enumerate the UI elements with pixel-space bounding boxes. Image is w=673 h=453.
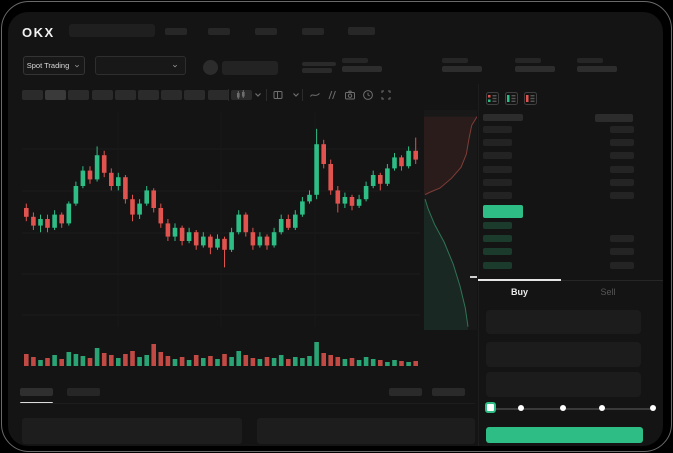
last-price-badge[interactable]	[483, 205, 523, 218]
book-split-icon[interactable]	[486, 92, 499, 105]
nav-item-placeholder[interactable]	[165, 28, 187, 35]
nav-item-placeholder[interactable]	[255, 28, 277, 35]
ticker-stat-label-placeholder	[342, 58, 368, 63]
ask-row-price-placeholder[interactable]	[483, 152, 512, 160]
ticker-stat-label-placeholder	[577, 58, 603, 63]
search-box[interactable]	[69, 24, 155, 37]
bottom-tab-placeholder[interactable]	[20, 388, 53, 396]
ask-row-amount-placeholder[interactable]	[610, 126, 634, 133]
amount-slider-track[interactable]	[490, 408, 653, 410]
bottom-content-placeholder	[257, 418, 475, 444]
tab-sell[interactable]: Sell	[600, 287, 616, 297]
timeframe-placeholder[interactable]	[161, 90, 183, 100]
slider-stop-dot[interactable]	[650, 405, 656, 411]
nav-item-placeholder[interactable]	[302, 28, 324, 35]
bottom-content-placeholder	[22, 418, 242, 444]
depth-chart[interactable]	[424, 110, 477, 330]
ticker-stat-label-placeholder	[515, 58, 541, 63]
chevron-down-icon[interactable]	[251, 88, 265, 102]
okx-logo: OKX	[22, 25, 55, 40]
avatar[interactable]	[203, 60, 218, 75]
buy-submit-button[interactable]	[486, 427, 643, 443]
toolbar-separator	[228, 89, 229, 101]
toolbar-separator	[266, 89, 267, 101]
slider-stop-dot[interactable]	[560, 405, 566, 411]
candlestick-chart[interactable]	[22, 112, 420, 368]
clock-icon[interactable]	[361, 88, 375, 102]
ask-row-price-placeholder[interactable]	[483, 126, 512, 133]
nav-item-placeholder[interactable]	[348, 27, 375, 35]
amount-slider-handle[interactable]	[485, 402, 496, 413]
ask-row-price-placeholder[interactable]	[483, 165, 512, 173]
ticker-stat-value-placeholder	[442, 66, 482, 72]
ask-row-price-placeholder[interactable]	[483, 139, 512, 147]
pair-info-placeholder	[302, 62, 336, 66]
panel-divider	[478, 84, 479, 446]
bid-row-price-placeholder[interactable]	[483, 248, 512, 256]
slider-stop-dot[interactable]	[518, 405, 524, 411]
ticker-stat-value-placeholder	[342, 66, 382, 72]
bid-row-price-placeholder[interactable]	[483, 261, 512, 269]
pair-selector-dropdown[interactable]	[95, 56, 186, 75]
timeframe-placeholder[interactable]	[138, 90, 159, 100]
ask-row-price-placeholder[interactable]	[483, 192, 512, 199]
market-type-selector[interactable]: Spot Trading	[23, 56, 85, 75]
timeframe-placeholder[interactable]	[22, 90, 43, 100]
ask-row-amount-placeholder[interactable]	[610, 139, 634, 147]
ask-row-amount-placeholder[interactable]	[610, 192, 634, 199]
fullscreen-icon[interactable]	[379, 88, 393, 102]
bid-row-amount-placeholder[interactable]	[610, 261, 634, 269]
market-type-label: Spot Trading	[26, 61, 70, 70]
bottom-action-placeholder[interactable]	[389, 388, 422, 396]
bid-row-price-placeholder[interactable]	[483, 235, 512, 243]
ticker-stat-value-placeholder	[577, 66, 617, 72]
tabbar-divider	[478, 280, 663, 281]
chevron-down-icon	[75, 64, 80, 67]
timeframe-placeholder[interactable]	[68, 90, 90, 100]
bid-row-price-placeholder[interactable]	[483, 222, 512, 229]
book-bids-only-icon[interactable]	[505, 92, 518, 105]
tab-buy[interactable]: Buy	[510, 287, 528, 297]
balance-placeholder	[222, 61, 278, 75]
bottom-tab-placeholder[interactable]	[67, 388, 100, 396]
ticker-stat-label-placeholder	[442, 58, 468, 63]
last-price-marker	[470, 276, 477, 278]
orderbook-header-price-placeholder	[483, 114, 523, 121]
timeframe-placeholder[interactable]	[184, 90, 206, 100]
book-asks-only-icon[interactable]	[524, 92, 537, 105]
chevron-down-icon[interactable]	[289, 88, 303, 102]
timeframe-placeholder[interactable]	[91, 90, 113, 100]
indicators-icon[interactable]	[325, 88, 339, 102]
order-input-placeholder[interactable]	[486, 310, 641, 334]
bottom-divider	[20, 403, 475, 404]
bid-row-amount-placeholder[interactable]	[610, 248, 634, 256]
bottom-action-placeholder[interactable]	[432, 388, 465, 396]
timeframe-placeholder[interactable]	[45, 90, 67, 100]
toolbar-separator	[302, 89, 303, 101]
ask-row-price-placeholder[interactable]	[483, 178, 512, 186]
order-input-placeholder[interactable]	[486, 342, 641, 367]
line-curve-icon[interactable]	[308, 88, 322, 102]
order-input-placeholder[interactable]	[486, 372, 641, 397]
timeframe-placeholder[interactable]	[230, 90, 252, 100]
ticker-stat-value-placeholder	[515, 66, 555, 72]
bid-row-amount-placeholder[interactable]	[610, 235, 634, 243]
slider-stop-dot[interactable]	[599, 405, 605, 411]
trading-app-screen: OKX Spot Trading Buy Sell	[8, 12, 663, 446]
ask-row-amount-placeholder[interactable]	[610, 152, 634, 160]
layout-icon[interactable]	[271, 88, 285, 102]
timeframe-placeholder[interactable]	[207, 90, 229, 100]
ask-row-amount-placeholder[interactable]	[610, 165, 634, 173]
active-tab-indicator	[478, 279, 561, 281]
chevron-down-icon	[173, 64, 177, 67]
timeframe-placeholder[interactable]	[114, 90, 136, 100]
ask-row-amount-placeholder[interactable]	[610, 178, 634, 186]
nav-item-placeholder[interactable]	[208, 28, 230, 35]
camera-icon[interactable]	[343, 88, 357, 102]
chart-type-icon[interactable]	[234, 88, 248, 102]
orderbook-header-amount-placeholder	[595, 114, 633, 122]
pair-info-placeholder	[302, 68, 332, 73]
